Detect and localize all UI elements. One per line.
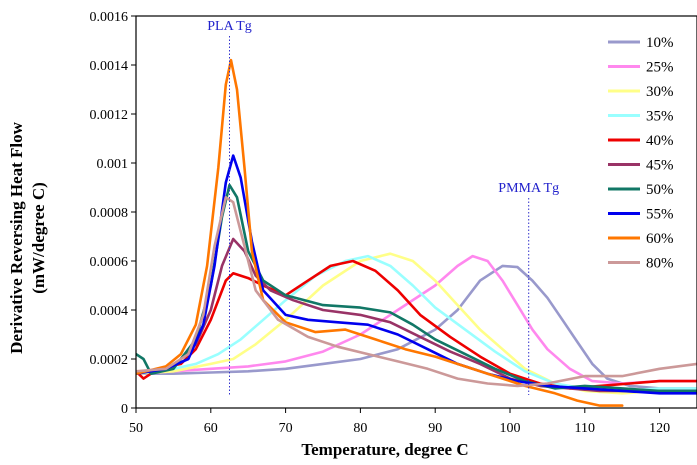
series-line-80pct: [136, 196, 697, 388]
legend-label: 10%: [646, 35, 674, 51]
x-tick-label: 70: [279, 421, 293, 436]
y-tick-label: 0.0014: [90, 59, 129, 74]
series-line-10pct: [136, 264, 697, 390]
annotation-label: PMMA Tg: [498, 181, 559, 196]
y-tick-label: 0.0002: [90, 353, 129, 368]
legend-label: 35%: [646, 109, 674, 125]
legend-label: 60%: [646, 231, 674, 247]
legend-label: 55%: [646, 207, 674, 223]
y-axis-ticks: 0 0.0002 0.0004 0.0006 0.0008 0.001 0.0012 0.00…: [90, 10, 136, 417]
y-tick-label: 0.001: [97, 157, 129, 172]
annotation-label: PLA Tg: [207, 19, 251, 34]
legend-label: 25%: [646, 60, 674, 76]
x-tick-label: 50: [129, 421, 143, 436]
legend-label: 80%: [646, 256, 674, 272]
y-tick-label: 0.0008: [90, 206, 129, 221]
x-tick-label: 60: [204, 421, 218, 436]
x-axis-ticks: 50 60 70 80 90 100 110 120: [129, 408, 670, 436]
legend-label: 30%: [646, 84, 674, 100]
y-tick-label: 0.0016: [90, 10, 129, 25]
legend: 10% 25% 30% 35% 40% 45% 50% 55% 60% 80%: [602, 30, 696, 300]
x-tick-label: 90: [428, 421, 442, 436]
x-axis-title: Temperature, degree C: [301, 440, 468, 459]
annotation-group: PLA Tg PMMA Tg: [207, 19, 559, 395]
y-axis-title-line1: Derivative Reversing Heat Flow: [7, 121, 26, 354]
x-tick-label: 110: [575, 421, 595, 436]
y-tick-label: 0: [121, 402, 128, 417]
x-tick-label: 120: [649, 421, 670, 436]
y-tick-label: 0.0012: [90, 108, 129, 123]
legend-label: 40%: [646, 133, 674, 149]
legend-label: 50%: [646, 182, 674, 198]
y-tick-label: 0.0006: [90, 255, 129, 270]
x-tick-label: 100: [500, 421, 521, 436]
legend-label: 45%: [646, 158, 674, 174]
y-axis-title-line2: (mW/degree C): [29, 182, 48, 294]
y-tick-label: 0.0004: [90, 304, 129, 319]
plot-series-group: [136, 58, 697, 407]
x-tick-label: 80: [353, 421, 367, 436]
series-line-55pct: [136, 154, 697, 395]
